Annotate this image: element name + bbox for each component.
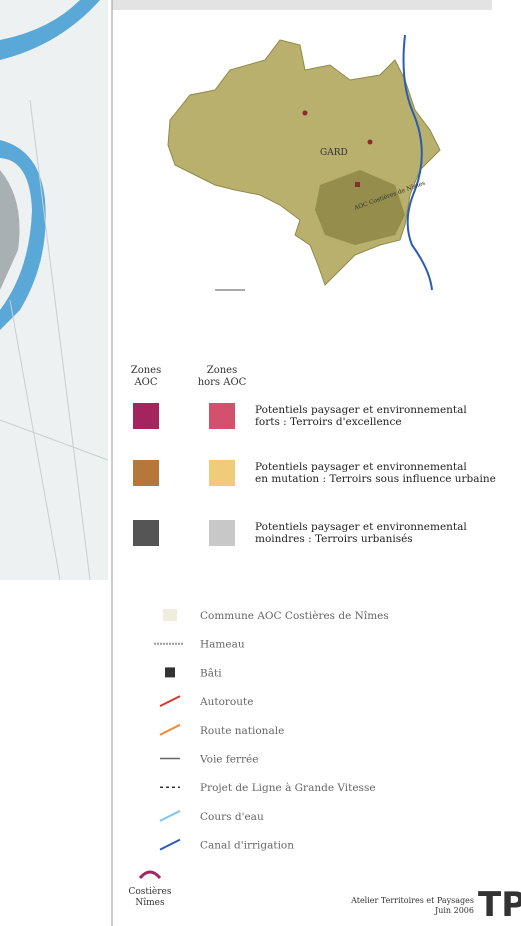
swatch-hors-aoc xyxy=(209,403,235,429)
zone-label: forts : Terroirs d'excellence xyxy=(255,416,402,428)
legend-label: Projet de Ligne à Grande Vitesse xyxy=(200,782,376,794)
logo-text: Nîmes xyxy=(135,897,165,908)
top-bar xyxy=(112,0,492,10)
legend-label: Cours d'eau xyxy=(200,811,264,823)
legend-symbol xyxy=(159,695,181,707)
inset-map: GARD AOC Costières de Nîmes xyxy=(167,34,441,291)
legend-label: Hameau xyxy=(200,639,245,651)
legend-label: Commune AOC Costières de Nîmes xyxy=(200,610,389,622)
header-aoc: AOC xyxy=(133,377,157,388)
zone-label: Potentiels paysager et environnemental xyxy=(255,404,467,416)
legend-symbol xyxy=(163,609,177,621)
swatch-hors-aoc xyxy=(209,460,235,486)
region-label: GARD xyxy=(320,148,348,158)
zone-label: moindres : Terroirs urbanisés xyxy=(255,533,413,545)
credit: Atelier Territoires et Paysages xyxy=(350,896,474,905)
swatch-aoc xyxy=(133,460,159,486)
swatch-hors-aoc xyxy=(209,520,235,546)
legend-symbol xyxy=(159,838,181,851)
zone-label: en mutation : Terroirs sous influence ur… xyxy=(255,473,496,485)
legend-label: Bâti xyxy=(200,667,222,679)
legend-label: Autoroute xyxy=(199,696,253,708)
zone-label: Potentiels paysager et environnemental xyxy=(255,521,467,533)
date: Juin 2006 xyxy=(434,906,474,915)
tp-mark: TP xyxy=(478,885,521,925)
swatch-aoc xyxy=(133,520,159,546)
legend-label: Canal d'irrigation xyxy=(200,840,294,852)
swatch-aoc xyxy=(133,403,159,429)
legend-symbol xyxy=(159,810,181,822)
logo: Costières Nîmes xyxy=(129,870,172,908)
header-aoc: Zones xyxy=(131,365,161,376)
symbol-legend: Commune AOC Costières de Nîmes Hameau Bâti… xyxy=(154,609,389,852)
legend-label: Voie ferrée xyxy=(199,754,258,766)
zone-label: Potentiels paysager et environnemental xyxy=(255,461,467,473)
map-fragment xyxy=(0,0,109,581)
legend-label: Route nationale xyxy=(200,725,284,737)
logo-text: Costières xyxy=(129,886,172,897)
legend-symbol xyxy=(159,723,181,736)
zone-legend: Potentiels paysager et environnementalfo… xyxy=(133,403,496,546)
header-hors-aoc: hors AOC xyxy=(198,377,247,388)
legend-symbol xyxy=(165,667,175,678)
header-hors-aoc: Zones xyxy=(207,365,237,376)
